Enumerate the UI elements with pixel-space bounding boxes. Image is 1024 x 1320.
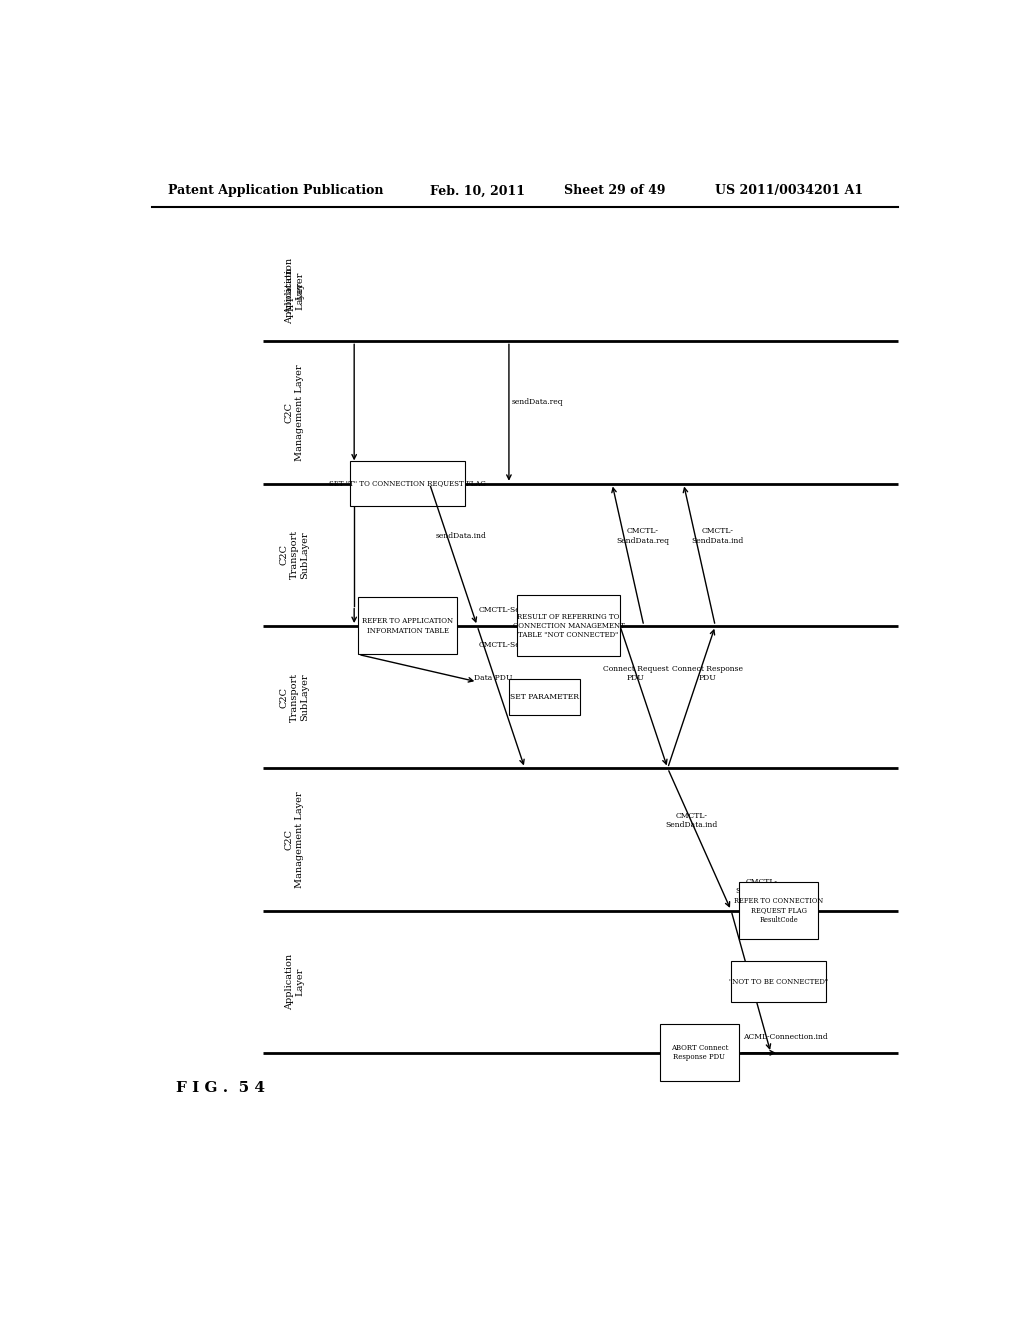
Text: F I G .  5 4: F I G . 5 4 <box>176 1081 264 1096</box>
Text: Connect Response
PDU: Connect Response PDU <box>672 665 742 682</box>
Text: Data PDU: Data PDU <box>474 673 512 682</box>
Text: CMCTL-
SendData.req: CMCTL- SendData.req <box>735 878 788 895</box>
Text: Sheet 29 of 49: Sheet 29 of 49 <box>564 185 666 198</box>
Text: Feb. 10, 2011: Feb. 10, 2011 <box>430 185 524 198</box>
Text: REFER TO APPLICATION
INFORMATION TABLE: REFER TO APPLICATION INFORMATION TABLE <box>362 618 454 635</box>
Text: US 2011/0034201 A1: US 2011/0034201 A1 <box>715 185 863 198</box>
Text: Application
Layer: Application Layer <box>285 268 304 323</box>
FancyBboxPatch shape <box>659 1024 739 1081</box>
Text: CMCTL-
SendData.ind: CMCTL- SendData.ind <box>666 812 718 829</box>
FancyBboxPatch shape <box>731 961 826 1002</box>
Text: CMCTL-Set.ind: CMCTL-Set.ind <box>479 642 539 649</box>
Text: REFER TO CONNECTION
REQUEST FLAG
ResultCode: REFER TO CONNECTION REQUEST FLAG ResultC… <box>734 898 823 924</box>
Text: C2C
Transport
SubLayer: C2C Transport SubLayer <box>280 672 309 722</box>
Text: CMCTL-
SendData.req: CMCTL- SendData.req <box>616 528 669 545</box>
Text: RESULT OF REFERRING TO
CONNECTION MANAGEMENT
TABLE "NOT CONNECTED": RESULT OF REFERRING TO CONNECTION MANAGE… <box>512 612 625 639</box>
Text: CMCTL-
SendData.ind: CMCTL- SendData.ind <box>691 528 743 545</box>
Text: ABORT Connect
Response PDU: ABORT Connect Response PDU <box>671 1044 728 1061</box>
Text: "NOT TO BE CONNECTED": "NOT TO BE CONNECTED" <box>729 978 828 986</box>
Text: Application
Layer: Application Layer <box>285 257 304 314</box>
Text: sendData.ind: sendData.ind <box>436 532 486 540</box>
Text: ACML-Connection.ind: ACML-Connection.ind <box>743 1032 827 1040</box>
FancyBboxPatch shape <box>509 678 581 715</box>
FancyBboxPatch shape <box>739 882 818 939</box>
Text: CMCTL-Set.req: CMCTL-Set.req <box>479 606 539 614</box>
Text: Patent Application Publication: Patent Application Publication <box>168 185 383 198</box>
Text: SET "T" TO CONNECTION REQUEST FLAG: SET "T" TO CONNECTION REQUEST FLAG <box>330 479 486 487</box>
Text: C2C
Transport
SubLayer: C2C Transport SubLayer <box>280 531 309 579</box>
Text: C2C
Management Layer: C2C Management Layer <box>285 364 304 461</box>
Text: sendData.req: sendData.req <box>511 399 563 407</box>
FancyBboxPatch shape <box>358 598 458 655</box>
Text: C2C
Management Layer: C2C Management Layer <box>285 791 304 888</box>
Text: Connect Request
PDU: Connect Request PDU <box>603 665 669 682</box>
Text: SET PARAMETER: SET PARAMETER <box>510 693 580 701</box>
Text: Application
Layer: Application Layer <box>285 953 304 1010</box>
FancyBboxPatch shape <box>350 461 465 506</box>
FancyBboxPatch shape <box>517 595 620 656</box>
